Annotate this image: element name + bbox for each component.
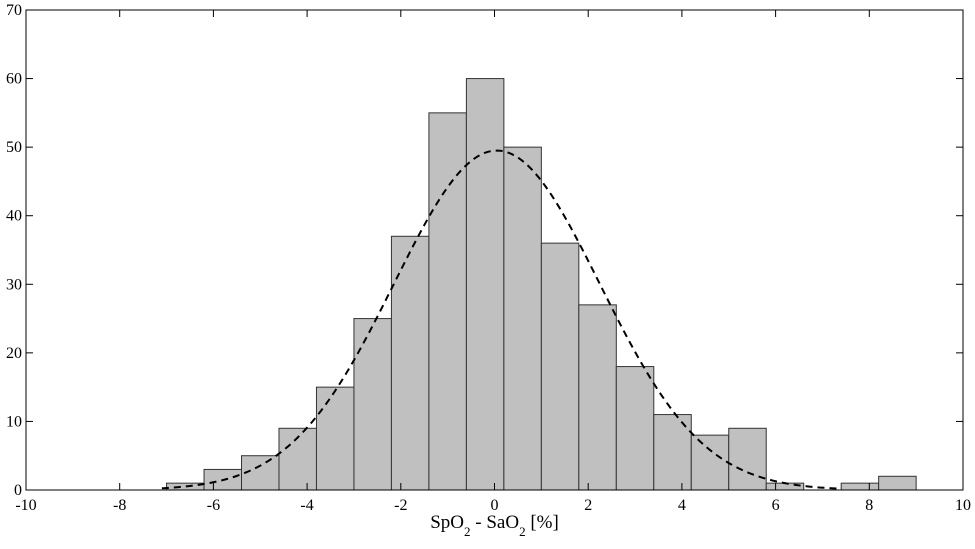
x-tick-label: 2 bbox=[584, 497, 592, 514]
histogram-bar bbox=[428, 112, 467, 491]
x-tick-label: 0 bbox=[491, 497, 499, 514]
x-tick-label: -6 bbox=[207, 497, 220, 514]
y-tick-label: 70 bbox=[6, 2, 22, 19]
histogram-bar bbox=[315, 386, 355, 491]
x-tick-label: 6 bbox=[772, 497, 780, 514]
histogram-bar bbox=[878, 475, 917, 491]
histogram-bar bbox=[465, 78, 505, 491]
x-tick-label: 8 bbox=[865, 497, 873, 514]
normal-fit-curve bbox=[161, 149, 842, 490]
y-tick-label: 50 bbox=[6, 139, 22, 156]
y-tick-label: 40 bbox=[6, 208, 22, 225]
x-tick-label: -2 bbox=[394, 497, 407, 514]
histogram-bar bbox=[578, 304, 617, 491]
x-axis-label-subscript: 2 bbox=[464, 524, 471, 539]
histogram-bar bbox=[540, 242, 580, 491]
y-tick-label: 0 bbox=[14, 482, 22, 499]
x-axis-ticks: -10 -8 -6 -4 -2 0 2 4 6 8 10 bbox=[15, 10, 971, 514]
x-axis-label-part: SpO bbox=[430, 512, 464, 533]
x-axis-label-part: [%] bbox=[526, 512, 559, 533]
histogram-bar bbox=[390, 235, 430, 491]
histogram-bar bbox=[615, 366, 655, 491]
histogram-bar bbox=[503, 146, 542, 491]
x-tick-label: 10 bbox=[955, 497, 971, 514]
x-tick-label: -4 bbox=[300, 497, 313, 514]
histogram-bar bbox=[353, 318, 392, 491]
histogram-bars bbox=[166, 78, 917, 491]
histogram-bar bbox=[728, 427, 767, 491]
y-tick-label: 30 bbox=[6, 276, 22, 293]
x-tick-label: -8 bbox=[113, 497, 126, 514]
x-axis-label: SpO2 - SaO2 [%] bbox=[430, 512, 559, 539]
histogram-bar bbox=[690, 434, 730, 491]
histogram-bar bbox=[241, 455, 280, 491]
y-axis-ticks: 0 10 20 30 40 50 60 70 bbox=[6, 2, 963, 499]
y-tick-label: 20 bbox=[6, 345, 22, 362]
y-tick-label: 60 bbox=[6, 71, 22, 88]
histogram-bar bbox=[840, 482, 880, 491]
x-axis-label-subscript: 2 bbox=[519, 524, 526, 539]
y-tick-label: 10 bbox=[6, 413, 22, 430]
x-tick-label: 4 bbox=[678, 497, 686, 514]
x-tick-label: -10 bbox=[15, 497, 36, 514]
x-axis-label-part: - SaO bbox=[471, 512, 520, 533]
